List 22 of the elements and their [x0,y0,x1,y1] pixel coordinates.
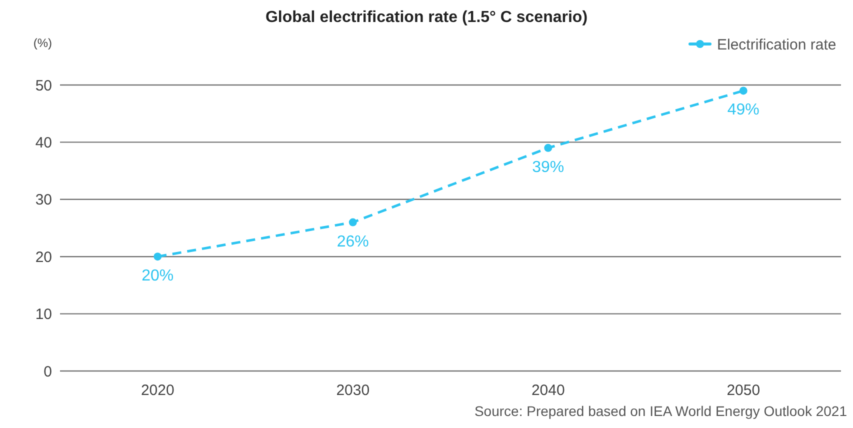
x-tick-label: 2040 [531,382,565,399]
point [739,86,748,95]
y-tick-label: 20 [35,248,52,266]
data-label: 49% [727,102,760,119]
data-label: 26% [336,233,369,250]
legend-label: Electrification rate [717,36,836,54]
y-tick-label: 0 [44,363,52,380]
y-tick-label: 50 [35,77,52,94]
chart-title: Global electrification rate (1.5° C scenario) [265,9,588,26]
source-note: Source: Prepared based on IEA World Energy Outlook 2021 [474,403,848,419]
y-tick-label: 10 [35,306,52,324]
x-tick-label: 2050 [726,382,760,399]
point [154,252,162,261]
point [544,144,552,152]
y-tick-label: 30 [35,192,52,209]
data-label: 20% [142,268,174,285]
y-axis-title: (%) [33,36,52,50]
x-tick-label: 2020 [140,382,174,399]
y-tick-label: 40 [35,134,52,152]
point [348,218,357,226]
data-label: 39% [532,158,564,176]
x-tick-label: 2030 [336,382,370,399]
